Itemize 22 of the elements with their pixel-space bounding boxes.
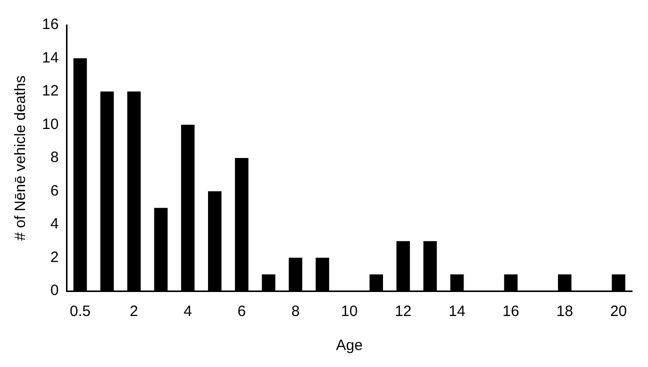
x-tick-label: 12	[394, 303, 412, 320]
y-tick-label: 12	[42, 82, 59, 100]
y-axis-title: # of Nēnē vehicle deaths	[12, 75, 30, 241]
x-tick-label: 18	[556, 303, 574, 320]
x-tick-label: 10	[341, 303, 358, 320]
y-tick-label: 6	[50, 182, 59, 200]
x-tick-label: 16	[502, 303, 520, 320]
y-tick-label: 4	[50, 216, 59, 233]
y-tick-label: 2	[50, 248, 59, 266]
x-tick-label: 20	[610, 303, 627, 320]
y-tick-label: 0	[50, 282, 59, 300]
y-tick-label: 10	[42, 116, 59, 133]
y-tick-label: 8	[50, 149, 59, 166]
y-tick-label: 14	[42, 49, 59, 66]
x-tick-label: 14	[448, 303, 466, 320]
x-tick-label: 2	[130, 303, 138, 320]
x-tick-label: 6	[237, 303, 246, 320]
y-tick-label: 16	[42, 16, 59, 34]
x-tick-label: 0.5	[70, 303, 91, 320]
x-tick-label: 8	[291, 303, 300, 320]
x-axis-title: Age	[336, 337, 363, 354]
x-tick-label: 4	[184, 303, 192, 320]
